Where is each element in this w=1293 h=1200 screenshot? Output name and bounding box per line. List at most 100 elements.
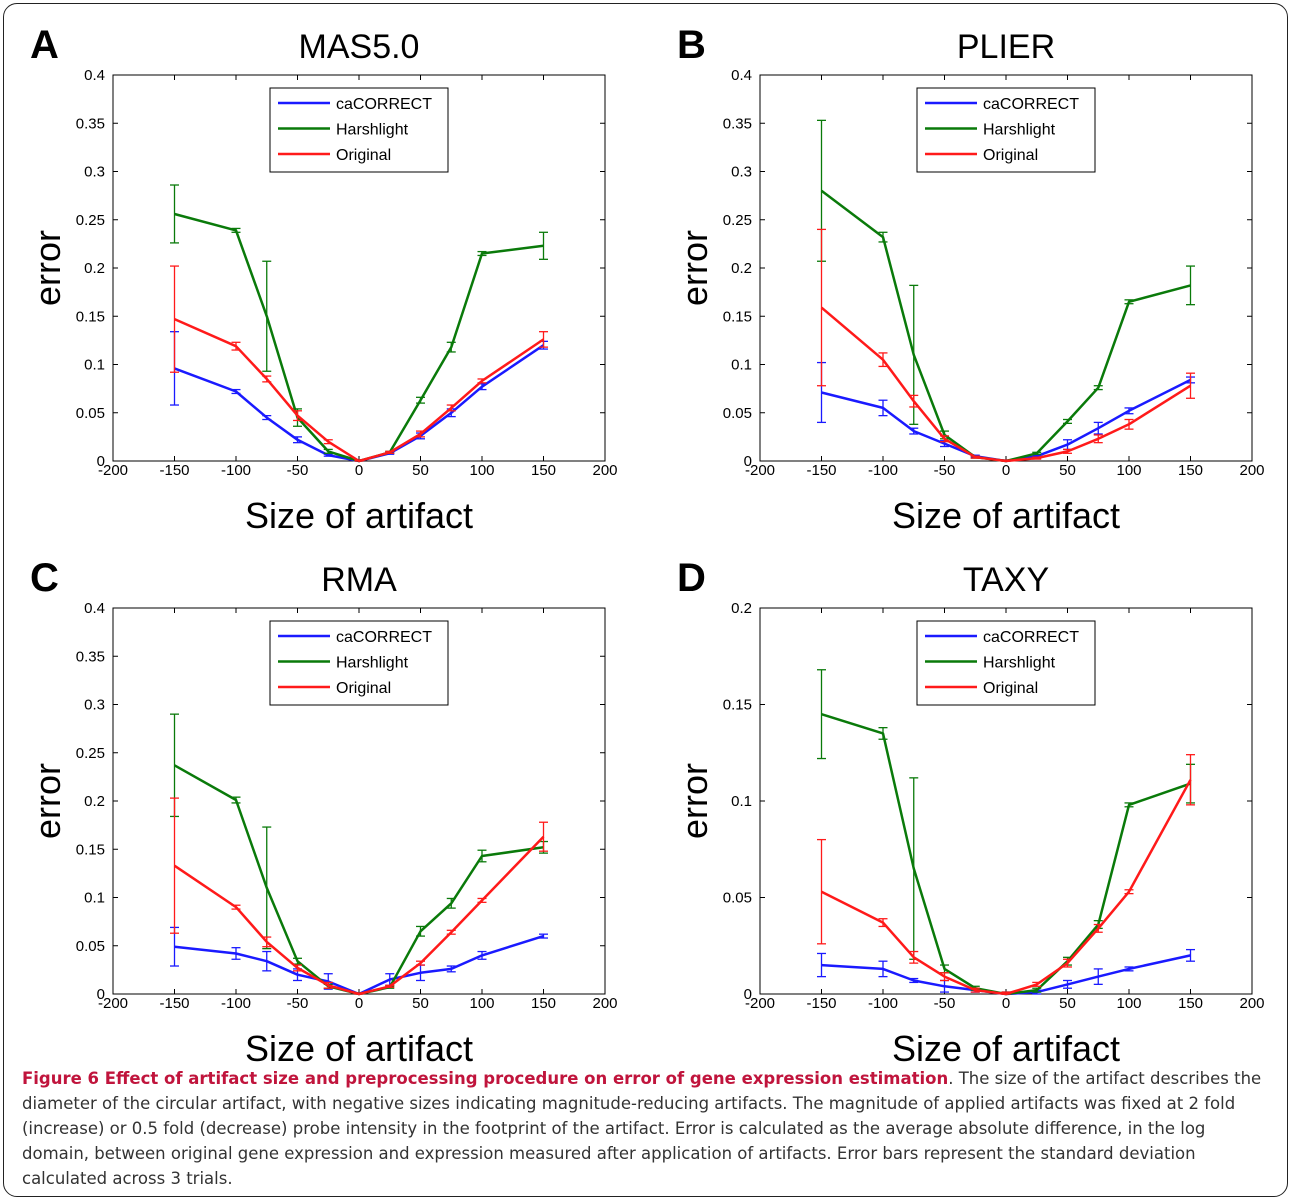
y-tick-label: 0.1 bbox=[84, 357, 105, 374]
x-tick-label: -100 bbox=[868, 995, 898, 1012]
legend: caCORRECT Harshlight Original bbox=[916, 87, 1096, 173]
y-axis-label: error bbox=[674, 763, 715, 839]
original-series-line bbox=[820, 306, 1192, 463]
x-tick-label: 200 bbox=[592, 462, 617, 479]
x-tick-label: -150 bbox=[159, 995, 189, 1012]
y-axis-label: error bbox=[27, 763, 68, 839]
y-tick-label: 0.2 bbox=[731, 260, 752, 277]
panel-letter: A bbox=[30, 23, 59, 67]
y-tick-label: 0.2 bbox=[84, 793, 105, 810]
y-tick-label: 0.2 bbox=[731, 600, 752, 617]
x-tick-label: 50 bbox=[412, 995, 429, 1012]
y-tick-label: 0.4 bbox=[731, 67, 752, 84]
x-tick-label: 200 bbox=[1239, 995, 1264, 1012]
y-tick-label: 0.15 bbox=[723, 308, 752, 325]
x-axis-label: Size of artifact bbox=[892, 1028, 1120, 1068]
chart-b: -200 -150 -100 -50 0 50 100 150 200 0 0.05 0.1 0.15 0… bbox=[674, 23, 1265, 535]
legend-item-original: Original bbox=[278, 147, 391, 164]
y-tick-label: 0.15 bbox=[76, 308, 105, 325]
y-axis-label: error bbox=[674, 230, 715, 306]
y-tick-label: 0.1 bbox=[84, 890, 105, 907]
legend-label: Harshlight bbox=[983, 655, 1056, 672]
chart-d: -200 -150 -100 -50 0 50 100 150 200 0 0.05 0.1 0.15 0… bbox=[674, 556, 1265, 1068]
x-tick-label: 50 bbox=[412, 462, 429, 479]
legend-item-harshlight: Harshlight bbox=[925, 122, 1056, 139]
y-tick-label: 0.05 bbox=[723, 890, 752, 907]
panel-a: -200 -150 -100 -50 0 50 100 150 200 0 0.05 0.1 0.15 0… bbox=[0, 0, 646, 535]
x-tick-label: -50 bbox=[287, 995, 309, 1012]
y-tick-label: 0.3 bbox=[84, 697, 105, 714]
x-tick-label: -100 bbox=[868, 462, 898, 479]
y-tick-label: 0 bbox=[744, 986, 752, 1003]
legend-label: Original bbox=[336, 680, 391, 697]
panel-b: -200 -150 -100 -50 0 50 100 150 200 0 0.05 0.1 0.15 0… bbox=[647, 0, 1293, 535]
chart-title: RMA bbox=[321, 561, 397, 599]
y-tick-label: 0.15 bbox=[723, 697, 752, 714]
original-error-bar bbox=[170, 797, 179, 934]
legend-label: caCORRECT bbox=[336, 629, 432, 646]
y-tick-label: 0.25 bbox=[76, 745, 105, 762]
y-tick-label: 0.4 bbox=[84, 600, 105, 617]
x-tick-label: 150 bbox=[531, 995, 556, 1012]
y-tick-label: 0.15 bbox=[76, 841, 105, 858]
y-tick-label: 0.4 bbox=[84, 67, 105, 84]
legend-label: caCORRECT bbox=[983, 96, 1079, 113]
figure-caption: Figure 6 Effect of artifact size and pre… bbox=[22, 1066, 1274, 1191]
x-tick-label: -100 bbox=[221, 995, 251, 1012]
y-axis-label: error bbox=[27, 230, 68, 306]
legend-item-original: Original bbox=[925, 680, 1038, 697]
original-series-line bbox=[820, 779, 1192, 996]
legend-item-cacorrect: caCORRECT bbox=[925, 96, 1079, 113]
x-tick-label: 100 bbox=[469, 995, 494, 1012]
original-series-line bbox=[173, 317, 545, 463]
x-tick-label: 50 bbox=[1059, 995, 1076, 1012]
x-tick-label: 0 bbox=[1002, 995, 1010, 1012]
x-tick-label: -50 bbox=[934, 462, 956, 479]
legend-label: Original bbox=[983, 680, 1038, 697]
panel-letter: D bbox=[677, 556, 706, 600]
legend-label: caCORRECT bbox=[983, 629, 1079, 646]
legend-item-cacorrect: caCORRECT bbox=[925, 629, 1079, 646]
figure-frame bbox=[3, 3, 1288, 1197]
x-axis-label: Size of artifact bbox=[245, 1028, 473, 1068]
x-tick-label: 0 bbox=[1002, 462, 1010, 479]
legend: caCORRECT Harshlight Original bbox=[269, 620, 449, 706]
original-series-line bbox=[173, 835, 545, 996]
x-tick-label: -50 bbox=[934, 995, 956, 1012]
legend-item-harshlight: Harshlight bbox=[278, 122, 409, 139]
chart-title: PLIER bbox=[957, 28, 1055, 66]
x-tick-label: -200 bbox=[98, 462, 128, 479]
legend-item-cacorrect: caCORRECT bbox=[278, 629, 432, 646]
y-tick-label: 0.35 bbox=[723, 115, 752, 132]
panel-letter: B bbox=[677, 23, 706, 67]
x-tick-label: 200 bbox=[1239, 462, 1264, 479]
chart-title: TAXY bbox=[963, 561, 1049, 599]
y-tick-label: 0.05 bbox=[76, 938, 105, 955]
x-tick-label: -200 bbox=[745, 462, 775, 479]
x-tick-label: -150 bbox=[806, 462, 836, 479]
legend-label: caCORRECT bbox=[336, 96, 432, 113]
legend-label: Harshlight bbox=[336, 122, 409, 139]
legend-item-harshlight: Harshlight bbox=[925, 655, 1056, 672]
x-axis-label: Size of artifact bbox=[892, 495, 1120, 535]
caption-lead: Figure 6 Effect of artifact size and pre… bbox=[22, 1069, 949, 1088]
chart-title: MAS5.0 bbox=[299, 28, 420, 66]
y-tick-label: 0.35 bbox=[76, 115, 105, 132]
x-tick-label: 100 bbox=[1116, 995, 1141, 1012]
x-tick-label: 150 bbox=[1178, 462, 1203, 479]
harshlight-error-bar bbox=[817, 669, 826, 760]
chart-a: -200 -150 -100 -50 0 50 100 150 200 0 0.05 0.1 0.15 0… bbox=[27, 23, 618, 535]
y-tick-label: 0.1 bbox=[731, 793, 752, 810]
legend-item-cacorrect: caCORRECT bbox=[278, 96, 432, 113]
x-tick-label: 150 bbox=[1178, 995, 1203, 1012]
cacorrect-error-bar bbox=[817, 952, 826, 978]
x-tick-label: 200 bbox=[592, 995, 617, 1012]
legend-label: Harshlight bbox=[983, 122, 1056, 139]
panel-c: -200 -150 -100 -50 0 50 100 150 200 0 0.05 0.1 0.15 0… bbox=[0, 533, 646, 1068]
legend-label: Original bbox=[336, 147, 391, 164]
x-tick-label: 100 bbox=[1116, 462, 1141, 479]
x-tick-label: -50 bbox=[287, 462, 309, 479]
y-tick-label: 0.1 bbox=[731, 357, 752, 374]
original-error-bar bbox=[817, 228, 826, 387]
y-tick-label: 0.35 bbox=[76, 648, 105, 665]
